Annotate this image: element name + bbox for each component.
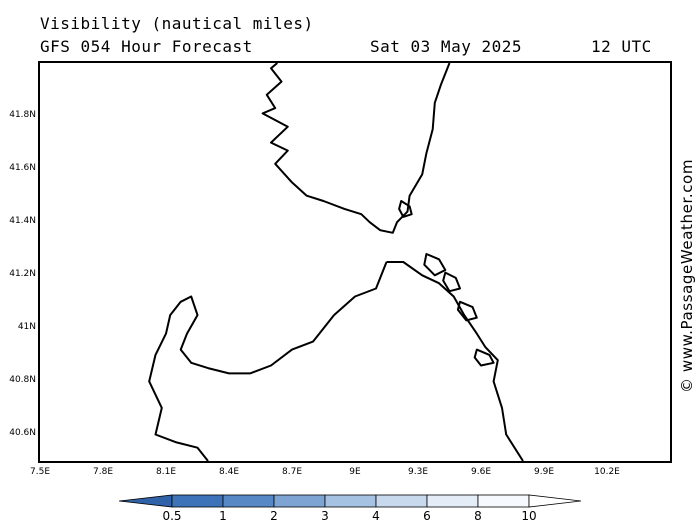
lon-tick-label: 9.3E: [408, 467, 428, 477]
lon-tick-label: 9.9E: [534, 467, 554, 477]
legend-swatch: [324, 494, 377, 508]
coastline-sardinia-west: [148, 261, 388, 461]
legend-label: 6: [423, 509, 431, 523]
lat-tick-label: 41.4N: [9, 216, 36, 227]
lon-tick-label: 10.2E: [594, 467, 620, 477]
island-3: [456, 300, 478, 322]
forecast-subtitle: GFS 054 Hour Forecast: [40, 37, 253, 56]
visibility-legend: [118, 494, 582, 508]
legend-swatch: [171, 494, 224, 508]
legend-swatch: [426, 494, 479, 508]
forecast-time: 12 UTC: [591, 37, 652, 56]
coastline-corsica: [261, 63, 451, 234]
map-canvas: [148, 63, 524, 461]
legend-label: 4: [372, 509, 380, 523]
legend-label: 3: [321, 509, 329, 523]
legend-label: 10: [521, 509, 537, 523]
lat-tick-label: 41.8N: [9, 110, 36, 121]
legend-label: 0.5: [162, 509, 182, 523]
watermark: © www.PassageWeather.com: [678, 158, 696, 394]
legend-high-arrow: [528, 494, 582, 508]
lon-tick-label: 8.7E: [282, 467, 302, 477]
lon-tick-label: 9E: [349, 467, 361, 477]
forecast-date: Sat 03 May 2025: [370, 37, 522, 56]
island-1: [423, 253, 447, 277]
legend-swatch: [375, 494, 428, 508]
legend-swatch: [222, 494, 275, 508]
lat-tick-label: 40.6N: [9, 428, 36, 439]
map-panel[interactable]: [38, 61, 672, 463]
lon-tick-label: 7.8E: [93, 467, 113, 477]
lon-tick-label: 8.1E: [156, 467, 176, 477]
legend-label: 2: [270, 509, 278, 523]
legend-label: 1: [219, 509, 227, 523]
legend-low-arrow: [118, 494, 173, 508]
lat-tick-label: 41N: [17, 322, 36, 333]
legend-label: 8: [474, 509, 482, 523]
chart-title: Visibility (nautical miles): [40, 14, 314, 33]
lat-tick-label: 40.8N: [9, 375, 36, 386]
lon-tick-label: 8.4E: [219, 467, 239, 477]
lon-tick-label: 7.5E: [30, 467, 50, 477]
island-2: [442, 271, 461, 293]
island-4: [473, 348, 495, 367]
lon-tick-label: 9.6E: [471, 467, 491, 477]
coastline-sardinia-east: [386, 261, 524, 461]
legend-swatch: [273, 494, 326, 508]
island-5: [398, 200, 413, 218]
legend-swatch: [477, 494, 530, 508]
lat-tick-label: 41.6N: [9, 163, 36, 174]
lat-tick-label: 41.2N: [9, 269, 36, 280]
